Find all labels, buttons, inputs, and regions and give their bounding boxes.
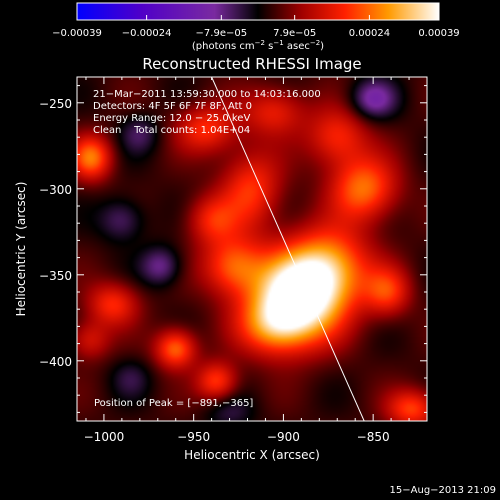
colorbar-gradient: [77, 3, 439, 20]
x-axis-ticks: −1000 −950 −900 −850: [84, 77, 428, 444]
colorbar-units: (photons cm−2 s−1 asec−2): [192, 39, 324, 52]
x-tick-label: −900: [267, 430, 300, 444]
colorbar-tick-label: 0.00024: [349, 28, 390, 39]
colorbar-tick-label: −0.00039: [52, 28, 102, 39]
colorbar-tick-label: −7.9e−05: [196, 28, 248, 39]
y-tick-label: −300: [39, 183, 72, 197]
solar-limb-line: [211, 77, 365, 421]
colorbar-ticks: −0.00039 −0.00024 −7.9e−05 7.9e−05 0.00024 0.…: [52, 15, 460, 39]
annotation-total-counts: Clean Total counts: 1.04E+04: [93, 125, 250, 136]
plot-area: [77, 77, 427, 421]
annotations: 21−Mar−2011 13:59:30.000 to 14:03:16.000…: [93, 89, 321, 409]
y-tick-label: −400: [39, 355, 72, 369]
x-tick-label: −1000: [84, 430, 125, 444]
annotation-detectors: Detectors: 4F 5F 6F 7F 8F, Att 0: [93, 101, 252, 112]
x-tick-label: −850: [357, 430, 390, 444]
footer-timestamp: 15−Aug−2013 21:09: [390, 485, 496, 496]
colorbar-tick-label: 7.9e−05: [273, 28, 316, 39]
colorbar-tick-label: −0.00024: [122, 28, 172, 39]
y-axis-label: Heliocentric Y (arcsec): [14, 182, 28, 317]
colorbar: −0.00039 −0.00024 −7.9e−05 7.9e−05 0.00024 0.…: [52, 2, 460, 52]
annotation-time-range: 21−Mar−2011 13:59:30.000 to 14:03:16.000: [93, 89, 321, 100]
y-tick-label: −250: [39, 97, 72, 111]
peak-position-label: Position of Peak = [−891,−365]: [94, 398, 253, 409]
heatmap: [77, 77, 427, 421]
plot-frame: [76, 76, 428, 422]
y-tick-label: −350: [39, 269, 72, 283]
y-axis-ticks: −250 −300 −350 −400: [39, 85, 427, 413]
chart-title: Reconstructed RHESSI Image: [142, 55, 361, 73]
x-axis-label: Heliocentric X (arcsec): [184, 448, 320, 462]
colorbar-tick-label: 0.00039: [418, 28, 459, 39]
colorbar-frame: [76, 2, 440, 21]
x-tick-label: −950: [177, 430, 210, 444]
annotation-energy-range: Energy Range: 12.0 − 25.0 keV: [93, 113, 250, 124]
